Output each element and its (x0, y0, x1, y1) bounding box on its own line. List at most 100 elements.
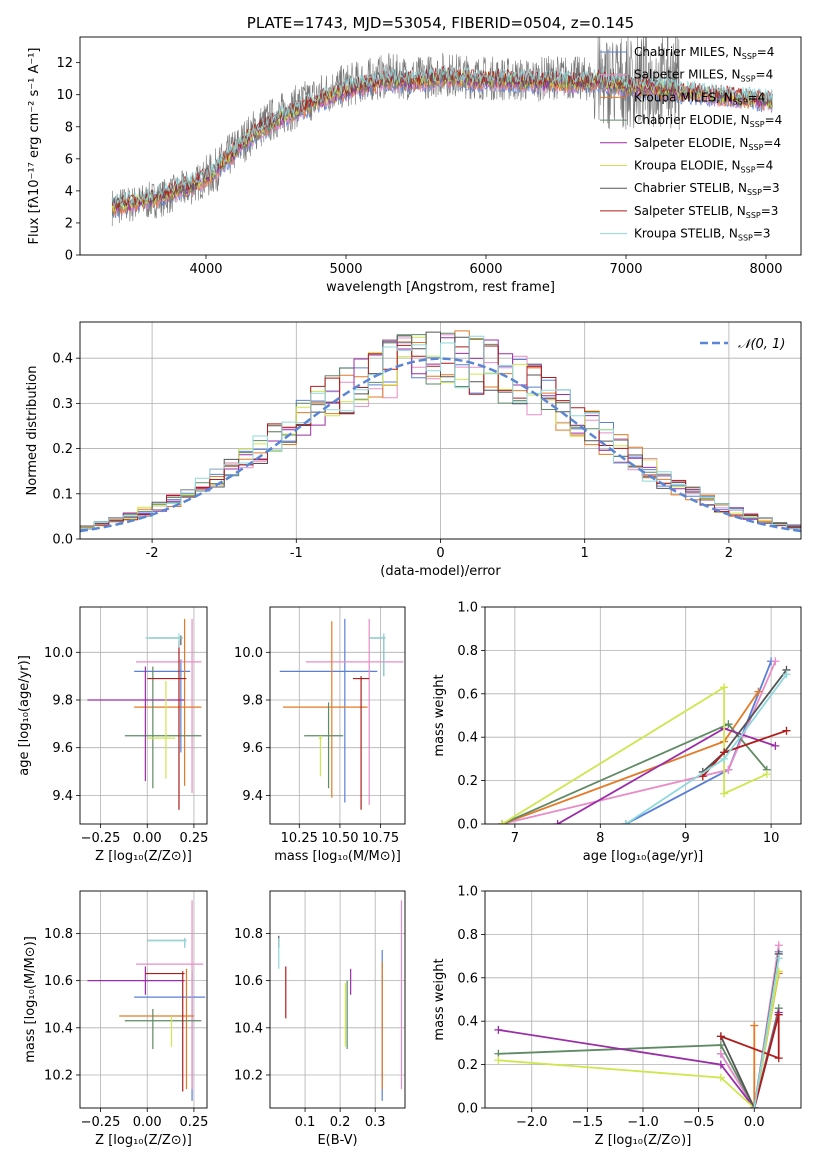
x-tick-label: 2 (725, 546, 733, 561)
y-tick-label: 10.6 (234, 974, 263, 989)
model-line-7 (111, 65, 773, 209)
weight-series-8 (753, 958, 780, 1108)
y-tick-label: 2 (65, 216, 73, 231)
y-tick-label: 10.4 (234, 1021, 263, 1036)
legend-entry-7: Salpeter STELIB, NSSP=3 (634, 204, 778, 220)
plot-frame (79, 606, 208, 825)
y-tick-label: 10.0 (44, 646, 73, 661)
histograms (80, 330, 801, 539)
x-tick-label: 0.00 (133, 831, 162, 846)
weight-marker (724, 720, 733, 729)
x-tick-label: −2.0 (516, 1115, 548, 1130)
y-tick-label: 10.4 (44, 1021, 73, 1036)
legend-suffix: =3 (753, 227, 771, 241)
observed-spectrum-line (111, 37, 680, 227)
histogram-series-4 (80, 337, 801, 539)
y-axis-label: mass weight (432, 674, 447, 756)
legend-entry-normal: 𝒩(0, 1) (738, 337, 785, 352)
x-axis-label: (data-model)/error (380, 564, 501, 579)
weight-series-4 (557, 727, 776, 824)
y-tick-label: 0.4 (457, 1015, 478, 1030)
x-tick-label: 0.25 (179, 1115, 208, 1130)
x-tick-label: 10.75 (362, 831, 399, 846)
weight-series-6 (702, 669, 788, 773)
weight-marker (774, 1010, 783, 1019)
chart-residuals: -2 -1 0 1 2 0.0 0.1 0.2 0.3 0.4 (data-model)/error… (25, 321, 802, 579)
plot-frame (79, 890, 208, 1109)
weight-marker (716, 1060, 725, 1069)
plot-frame (484, 890, 802, 1109)
x-axis-label: Z [log₁₀(Z/Z⊙)] (95, 849, 192, 864)
x-axis-label: wavelength [Angstrom, rest frame] (326, 280, 555, 295)
y-tick-label: 9.4 (52, 789, 73, 804)
legend-suffix: =4 (757, 45, 775, 59)
weight-marker (762, 770, 771, 779)
x-tick-label: 9 (682, 831, 690, 846)
x-tick-label: 8000 (749, 262, 782, 277)
y-tick-label: 0.8 (457, 928, 478, 943)
spectrum-lines (111, 37, 773, 227)
y-tick-label: 10.8 (44, 927, 73, 942)
x-axis-label: Z [log₁₀(Z/Z⊙)] (95, 1133, 192, 1148)
x-tick-label: 0.2 (330, 1115, 351, 1130)
errorbars (279, 618, 404, 810)
legend-suffix: =3 (762, 181, 780, 195)
x-tick-label: 4000 (189, 262, 222, 277)
weight-marker (720, 683, 729, 692)
weight-marker (724, 765, 733, 774)
y-tick-label: 0.2 (52, 442, 73, 457)
y-tick-label: 0.0 (52, 533, 73, 548)
legend-entry-4: Salpeter ELODIE, NSSP=4 (634, 136, 781, 152)
weight-marker (553, 820, 562, 824)
legend-suffix: =4 (756, 68, 774, 82)
weight-series-1 (720, 945, 780, 1108)
legend-entry-6: Chabrier STELIB, NSSP=3 (634, 181, 780, 197)
legend-entry-3: Chabrier ELODIE, NSSP=4 (634, 113, 782, 129)
weight-marker (750, 1104, 759, 1108)
y-tick-label: 0.4 (52, 352, 73, 367)
y-tick-label: 10.8 (234, 927, 263, 942)
y-tick-label: 0.3 (52, 397, 73, 412)
x-tick-label: -1 (290, 546, 303, 561)
weight-series-5 (498, 971, 780, 1108)
legend-suffix: =4 (756, 159, 774, 173)
weight-marker (494, 1025, 503, 1034)
weight-marker (716, 1049, 725, 1058)
legend-entry-0: Chabrier MILES, NSSP=4 (634, 45, 774, 61)
y-tick-label: 9.8 (52, 694, 73, 709)
legend-entry-8: Kroupa STELIB, NSSP=3 (634, 227, 771, 243)
plot-frame (484, 606, 802, 825)
x-tick-label: 0 (436, 546, 444, 561)
histogram-series-2 (80, 330, 801, 539)
weight-marker (771, 657, 780, 666)
chart-weight-age: 7 8 9 10 0.0 0.2 0.4 0.6 0.8 1.0 age [log₁₀(age/yr… (432, 601, 802, 864)
x-axis-label: E(B-V) (317, 1133, 357, 1148)
weight-marker (716, 1032, 725, 1041)
legend-subscript: SSP (747, 188, 762, 197)
y-tick-label: 0.0 (457, 818, 478, 833)
weight-marker (494, 1056, 503, 1065)
legend-entry-1: Salpeter MILES, NSSP=4 (634, 68, 773, 84)
chart-mass-z: −0.25 0.00 0.25 10.2 10.4 10.6 10.8 Z [log₁₀(Z/… (23, 890, 208, 1148)
x-tick-label: 5000 (329, 262, 362, 277)
weight-series-8 (625, 673, 788, 824)
x-axis-label: age [log₁₀(age/yr)] (583, 849, 704, 864)
x-tick-label: −0.25 (81, 1115, 121, 1130)
plot-frame (269, 890, 406, 1109)
plot-frame (269, 606, 406, 825)
chart-title: PLATE=1743, MJD=53054, FIBERID=0504, z=0… (247, 14, 634, 32)
weight-marker (754, 687, 763, 696)
chart-spectrum: 4000 5000 6000 7000 8000 0 2 4 6 8 10 12 wavelength … (27, 14, 802, 295)
residuals-legend: 𝒩(0, 1) (700, 337, 785, 352)
weight-marker (716, 1041, 725, 1050)
x-tick-label: −1.0 (627, 1115, 659, 1130)
y-tick-label: 9.4 (242, 789, 263, 804)
weight-marker (498, 820, 507, 824)
x-tick-label: 7000 (609, 262, 642, 277)
weight-marker (621, 820, 630, 824)
weight-marker (774, 941, 783, 950)
y-tick-label: 9.6 (242, 741, 263, 756)
y-axis-label: age [log₁₀(age/yr)] (17, 655, 32, 776)
x-tick-label: 8 (596, 831, 604, 846)
